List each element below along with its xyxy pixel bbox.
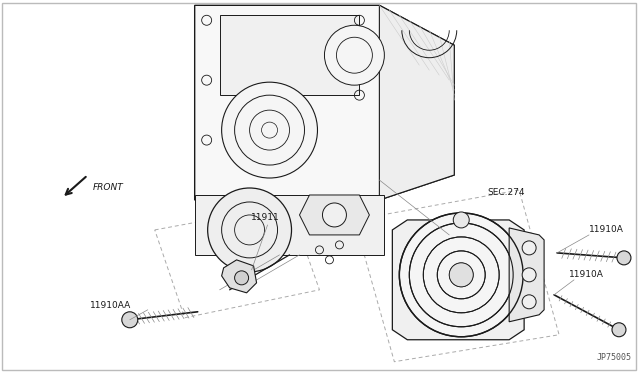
Circle shape: [617, 251, 631, 265]
Circle shape: [522, 268, 536, 282]
Text: 11910AA: 11910AA: [90, 301, 131, 310]
Circle shape: [122, 312, 138, 328]
Circle shape: [449, 263, 473, 287]
Circle shape: [323, 203, 346, 227]
Text: JP75005: JP75005: [597, 353, 632, 362]
Polygon shape: [195, 195, 385, 255]
Polygon shape: [221, 260, 257, 293]
Circle shape: [612, 323, 626, 337]
Text: 11910A: 11910A: [569, 270, 604, 279]
Text: 11911: 11911: [251, 213, 279, 222]
Polygon shape: [380, 5, 454, 200]
Polygon shape: [195, 5, 454, 200]
Circle shape: [221, 82, 317, 178]
Polygon shape: [220, 15, 360, 95]
Text: SEC.274: SEC.274: [487, 188, 525, 197]
Polygon shape: [392, 220, 524, 340]
Circle shape: [449, 263, 473, 287]
Circle shape: [453, 212, 469, 228]
Circle shape: [235, 271, 248, 285]
Circle shape: [522, 241, 536, 255]
Polygon shape: [300, 195, 369, 235]
Polygon shape: [509, 228, 544, 322]
Text: FRONT: FRONT: [93, 183, 124, 192]
Circle shape: [399, 213, 523, 337]
Text: 11910A: 11910A: [589, 225, 624, 234]
Circle shape: [324, 25, 385, 85]
Circle shape: [522, 295, 536, 309]
Circle shape: [207, 188, 291, 272]
